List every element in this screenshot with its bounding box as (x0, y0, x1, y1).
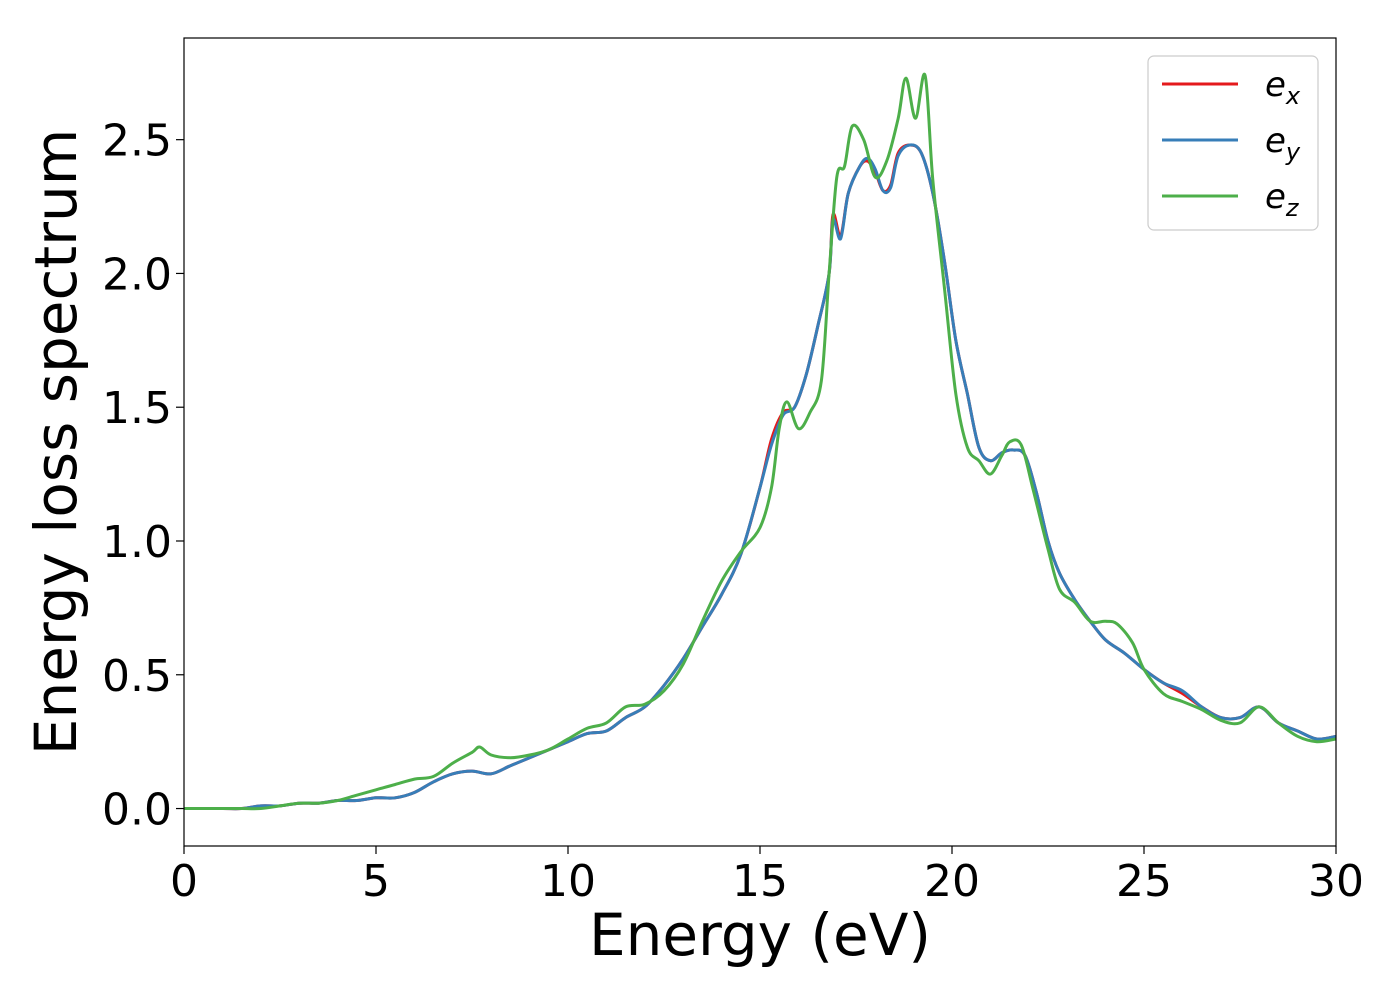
y-tick-label: 2.0 (102, 249, 172, 300)
y-axis: 0.0 0.5 1.0 1.5 2.0 2.5 (102, 116, 184, 836)
y-tick-label: 1.5 (102, 383, 172, 434)
y-tick-label: 0.0 (102, 785, 172, 836)
series-line-z (184, 72, 1336, 811)
legend-label-z: ez (1265, 177, 1300, 222)
legend: ex ey ez (1147, 55, 1319, 231)
legend-label-y: ey (1265, 121, 1301, 166)
y-tick-label: 2.5 (102, 116, 172, 167)
x-tick-label: 15 (732, 856, 788, 907)
x-tick-label: 20 (924, 856, 980, 907)
x-tick-label: 25 (1116, 856, 1172, 907)
x-tick-label: 10 (540, 856, 596, 907)
x-axis-title: Energy (eV) (589, 901, 931, 969)
series-line-y (184, 143, 1336, 811)
x-tick-label: 30 (1308, 856, 1364, 907)
y-tick-label: 1.0 (102, 517, 172, 568)
x-tick-label: 0 (170, 856, 198, 907)
x-axis: 0 5 10 15 20 25 30 (170, 846, 1364, 907)
legend-label-x: ex (1265, 65, 1301, 110)
x-tick-label: 5 (362, 856, 390, 907)
legend-box (1147, 55, 1319, 231)
series-layer (184, 72, 1336, 811)
y-tick-label: 0.5 (102, 651, 172, 702)
y-axis-title: Energy loss spectrum (22, 129, 90, 755)
